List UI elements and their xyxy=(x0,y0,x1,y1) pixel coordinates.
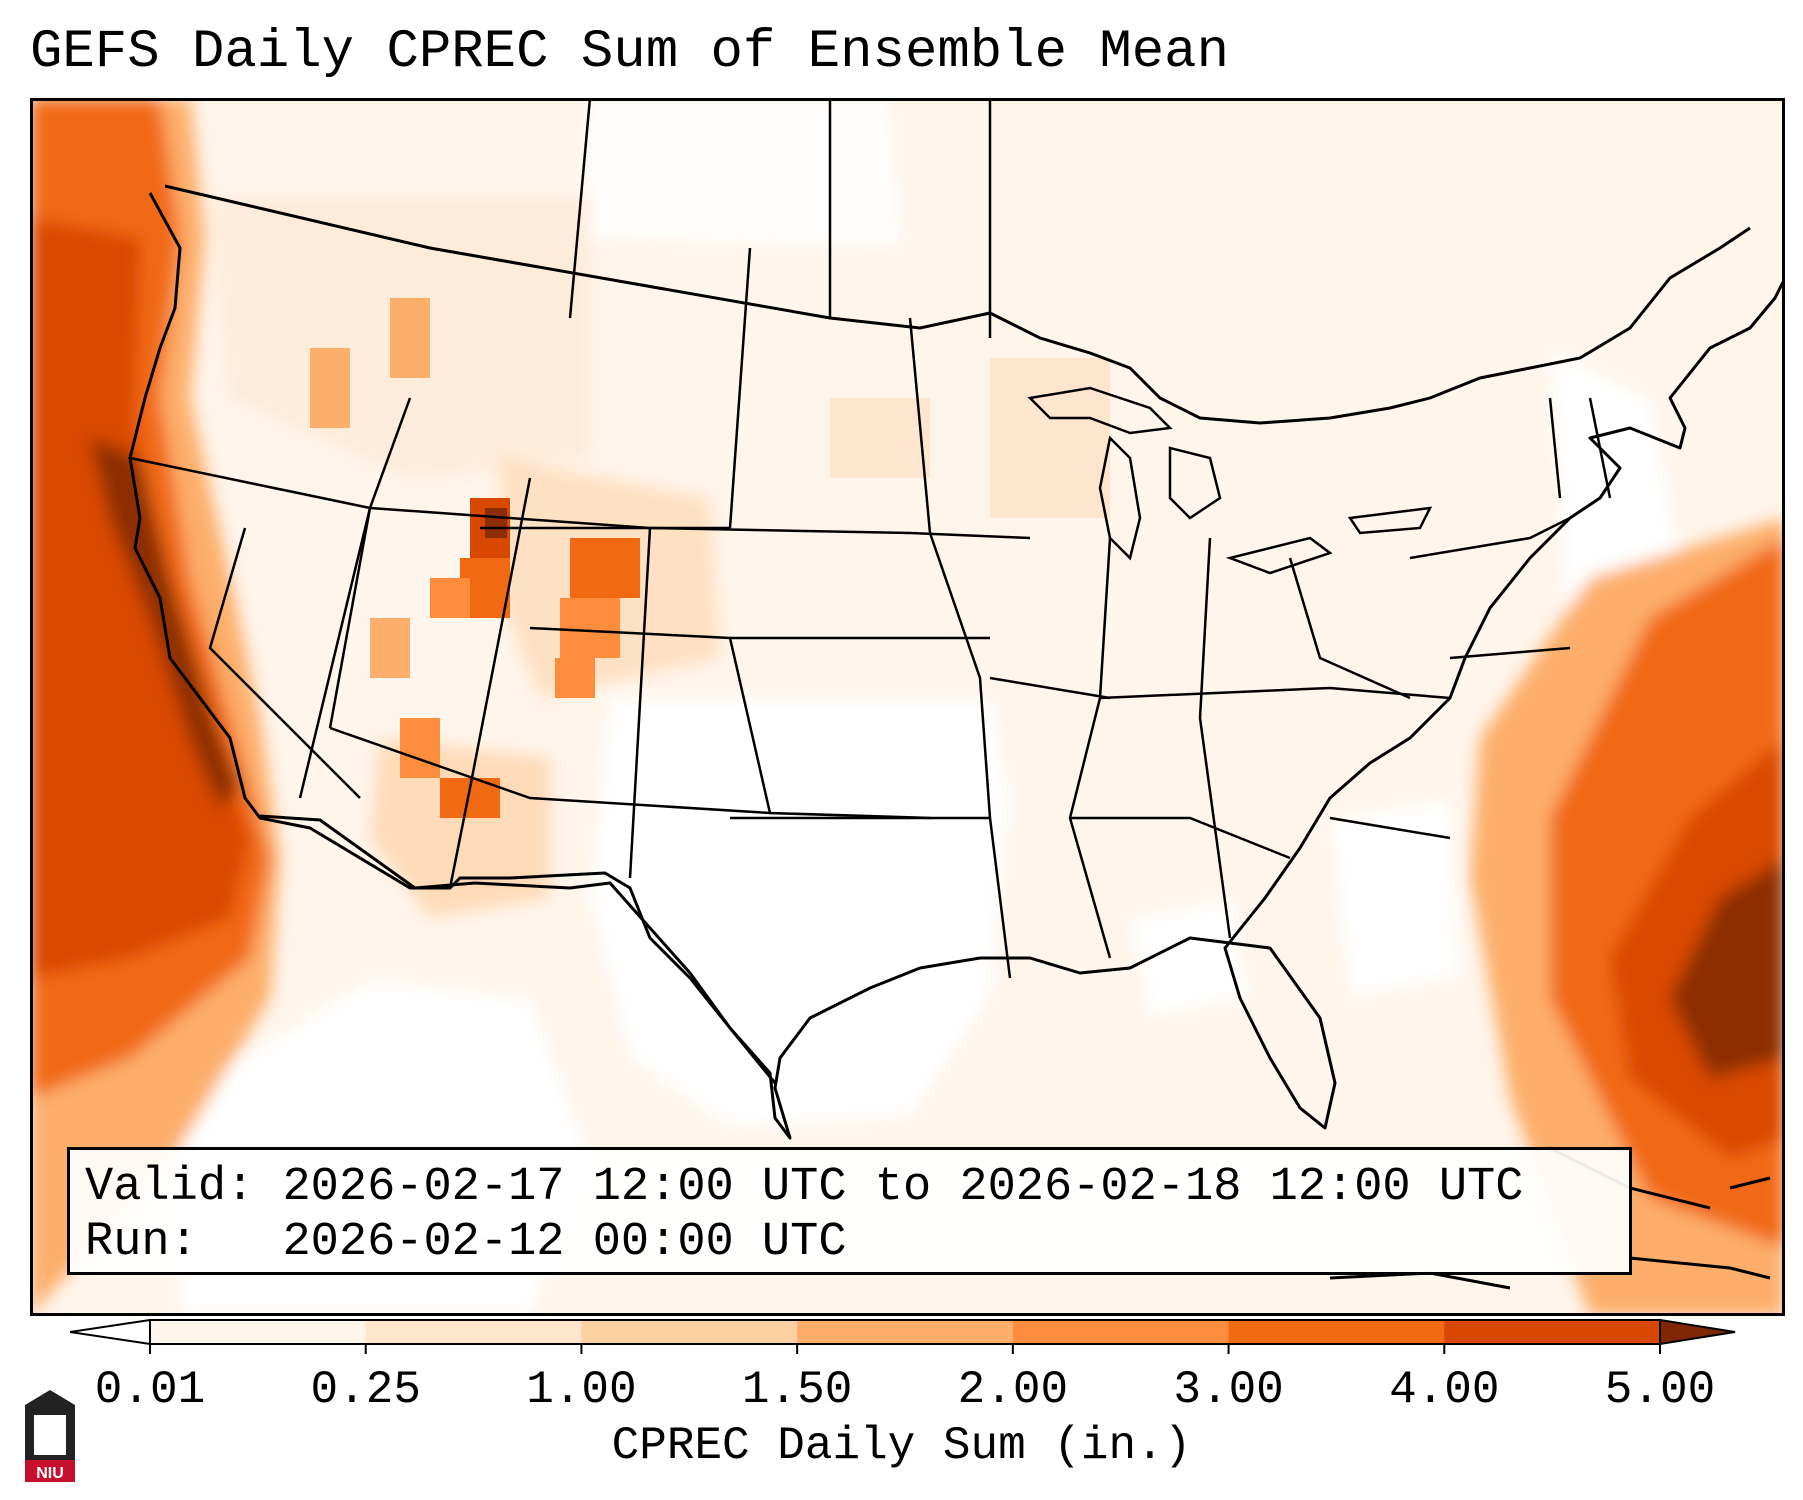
colorbar-tick-label: 1.50 xyxy=(742,1364,852,1416)
valid-run-box: Valid: 2026-02-17 12:00 UTC to 2026-02-1… xyxy=(67,1147,1632,1275)
chart-title: GEFS Daily CPREC Sum of Ensemble Mean xyxy=(30,22,1229,83)
colorbar-tick-label: 3.00 xyxy=(1173,1364,1283,1416)
state-borders xyxy=(129,98,1612,979)
colorbar-segment xyxy=(797,1320,1014,1344)
colorbar-tick-label: 0.25 xyxy=(311,1364,421,1416)
colorbar-label: CPREC Daily Sum (in.) xyxy=(611,1420,1192,1472)
colorbar-under-extension xyxy=(70,1318,151,1346)
colorbar-over-extension xyxy=(1659,1318,1736,1346)
niu-logo: NIU xyxy=(25,1390,75,1482)
precip-map xyxy=(30,98,1785,1316)
colorbar-segment xyxy=(1444,1320,1661,1344)
colorbar-tick-label: 2.00 xyxy=(958,1364,1068,1416)
colorbar-segment xyxy=(1228,1320,1445,1344)
colorbar-tick-label: 5.00 xyxy=(1605,1364,1715,1416)
colorbar-outline xyxy=(149,1319,1661,1345)
border-canada xyxy=(164,184,1751,425)
colorbar-tick-label: 1.00 xyxy=(526,1364,636,1416)
colorbar-tick-label: 0.01 xyxy=(95,1364,205,1416)
border-mexico xyxy=(259,814,777,1084)
great-lakes xyxy=(1027,386,1433,575)
logo-text: NIU xyxy=(36,1465,64,1482)
colorbar-tick-label: 4.00 xyxy=(1389,1364,1499,1416)
colorbar-segment xyxy=(365,1320,582,1344)
logo-banner xyxy=(25,1460,75,1482)
logo-window xyxy=(34,1415,66,1455)
valid-label: Valid: xyxy=(85,1161,255,1214)
map-frame xyxy=(30,98,1785,1316)
valid-text: 2026-02-17 12:00 UTC to 2026-02-18 12:00… xyxy=(282,1161,1524,1214)
precip-cells xyxy=(310,298,1110,818)
run-text: 2026-02-12 00:00 UTC xyxy=(282,1216,847,1269)
colorbar-segment xyxy=(581,1320,798,1344)
colorbar-segment xyxy=(1012,1320,1230,1344)
colorbar-segment xyxy=(150,1320,367,1344)
colorbar: 0.01 0.25 1.00 1.50 2.00 3.00 4.00 5.00 xyxy=(70,1318,1736,1416)
run-label: Run: xyxy=(85,1216,198,1269)
